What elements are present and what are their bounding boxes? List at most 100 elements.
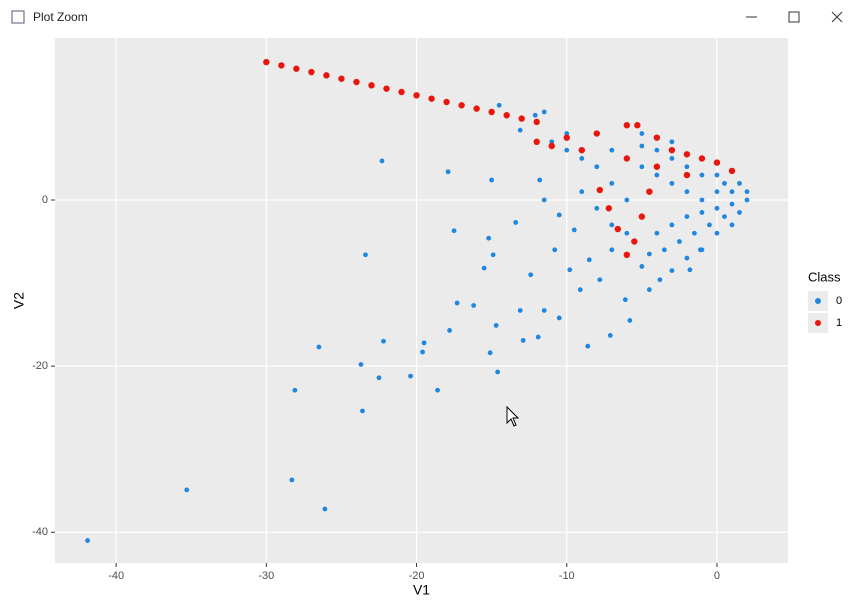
point xyxy=(646,287,652,293)
point xyxy=(684,214,690,219)
point xyxy=(699,197,705,203)
point xyxy=(454,300,460,306)
point xyxy=(729,222,735,228)
point xyxy=(609,180,615,186)
point xyxy=(263,58,270,66)
point xyxy=(692,230,697,236)
point xyxy=(445,169,451,175)
point xyxy=(597,277,603,283)
point xyxy=(609,222,615,228)
point xyxy=(548,142,555,150)
point xyxy=(707,222,712,228)
point xyxy=(316,344,322,350)
point xyxy=(722,214,727,219)
point xyxy=(614,225,622,233)
point xyxy=(579,189,585,195)
point xyxy=(541,308,547,313)
point xyxy=(654,230,660,236)
point xyxy=(609,247,615,253)
point xyxy=(684,189,690,195)
point xyxy=(293,65,300,72)
point xyxy=(729,201,735,207)
point xyxy=(486,235,492,241)
point xyxy=(363,252,368,258)
point xyxy=(687,267,693,273)
point xyxy=(360,408,365,414)
point xyxy=(571,227,577,233)
x-axis-label: V1 xyxy=(413,582,430,598)
x-tick-label: -10 xyxy=(559,570,575,582)
point xyxy=(490,252,496,258)
point xyxy=(421,340,427,346)
point xyxy=(435,387,440,393)
point xyxy=(623,251,631,259)
point xyxy=(714,172,720,178)
point xyxy=(653,163,661,170)
point xyxy=(646,188,653,195)
point xyxy=(669,156,675,161)
point xyxy=(184,487,190,493)
point xyxy=(586,257,592,263)
point xyxy=(639,131,645,136)
point xyxy=(744,189,750,195)
point xyxy=(657,277,663,283)
point xyxy=(668,146,676,154)
point xyxy=(624,197,630,203)
y-tick-label: -20 xyxy=(32,360,48,372)
point xyxy=(376,375,382,381)
point xyxy=(661,247,667,253)
point xyxy=(532,112,538,118)
point xyxy=(639,143,645,149)
point xyxy=(684,164,690,170)
point xyxy=(699,172,705,178)
point xyxy=(578,146,585,154)
point xyxy=(627,318,633,323)
point xyxy=(564,147,570,153)
point xyxy=(289,477,295,483)
point xyxy=(669,180,675,186)
x-tick-label: -40 xyxy=(108,570,124,582)
point xyxy=(473,105,480,112)
point xyxy=(728,167,736,175)
point xyxy=(593,130,600,137)
point xyxy=(714,205,720,211)
point xyxy=(722,180,727,186)
point xyxy=(353,78,360,86)
maximize-button[interactable] xyxy=(788,11,800,23)
point xyxy=(420,349,425,355)
point xyxy=(322,506,328,512)
point xyxy=(518,115,525,122)
x-tick-label: -20 xyxy=(409,570,425,582)
x-tick-label: 0 xyxy=(714,570,720,582)
legend-label: 1 xyxy=(836,317,842,329)
point xyxy=(638,213,646,220)
point xyxy=(585,343,591,349)
point xyxy=(594,205,600,211)
plot-panel xyxy=(55,38,788,563)
mouse-cursor xyxy=(506,405,520,427)
point xyxy=(381,338,386,344)
point xyxy=(683,151,691,158)
point xyxy=(481,265,487,271)
legend-key xyxy=(815,298,821,304)
point xyxy=(729,189,735,195)
point xyxy=(447,328,452,333)
point xyxy=(556,315,562,321)
point xyxy=(533,138,540,146)
point xyxy=(517,127,523,133)
point xyxy=(744,197,750,203)
point xyxy=(487,350,493,356)
point xyxy=(737,180,742,186)
point xyxy=(623,155,631,162)
point xyxy=(594,164,600,170)
point xyxy=(639,264,645,269)
legend-title: Class xyxy=(808,269,841,284)
point xyxy=(489,177,495,183)
point xyxy=(654,147,660,153)
close-button[interactable] xyxy=(831,11,843,23)
title-bar xyxy=(0,0,861,34)
point xyxy=(639,164,645,170)
point xyxy=(677,239,682,244)
point xyxy=(517,308,523,313)
